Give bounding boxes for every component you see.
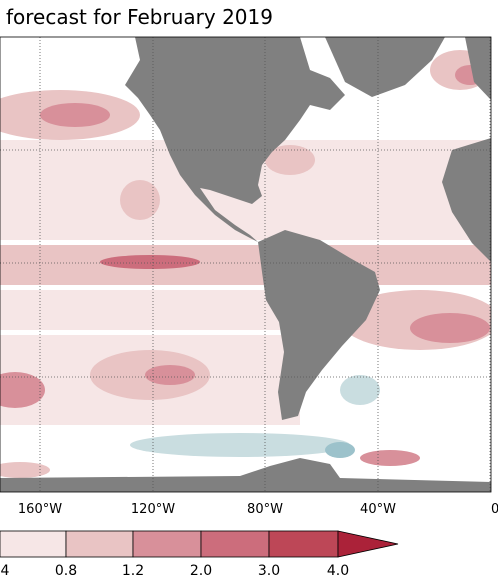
colorbar-label: 1.2	[122, 563, 144, 579]
colorbar	[0, 530, 399, 558]
colorbar-label: 2.0	[190, 563, 212, 579]
map-title: forecast for February 2019	[6, 5, 273, 29]
colorbar-label: 3.0	[258, 563, 280, 579]
colorbar-label: 0.8	[55, 563, 77, 579]
map-frame	[0, 36, 492, 493]
land	[0, 37, 491, 492]
longitude-label: 120°W	[131, 502, 175, 517]
longitude-label: 160°W	[18, 502, 62, 517]
graticule	[0, 37, 491, 492]
longitude-labels: 160°W 120°W 80°W 40°W 0°	[18, 502, 498, 517]
map-area	[0, 37, 491, 492]
colorbar-label: 4	[1, 563, 10, 579]
colorbar-label: 4.0	[327, 563, 349, 579]
colorbar-labels: 4 0.8 1.2 2.0 3.0 4.0	[1, 563, 350, 579]
longitude-label: 40°W	[360, 502, 396, 517]
longitude-label: 0°	[491, 502, 498, 517]
longitude-label: 80°W	[247, 502, 283, 517]
